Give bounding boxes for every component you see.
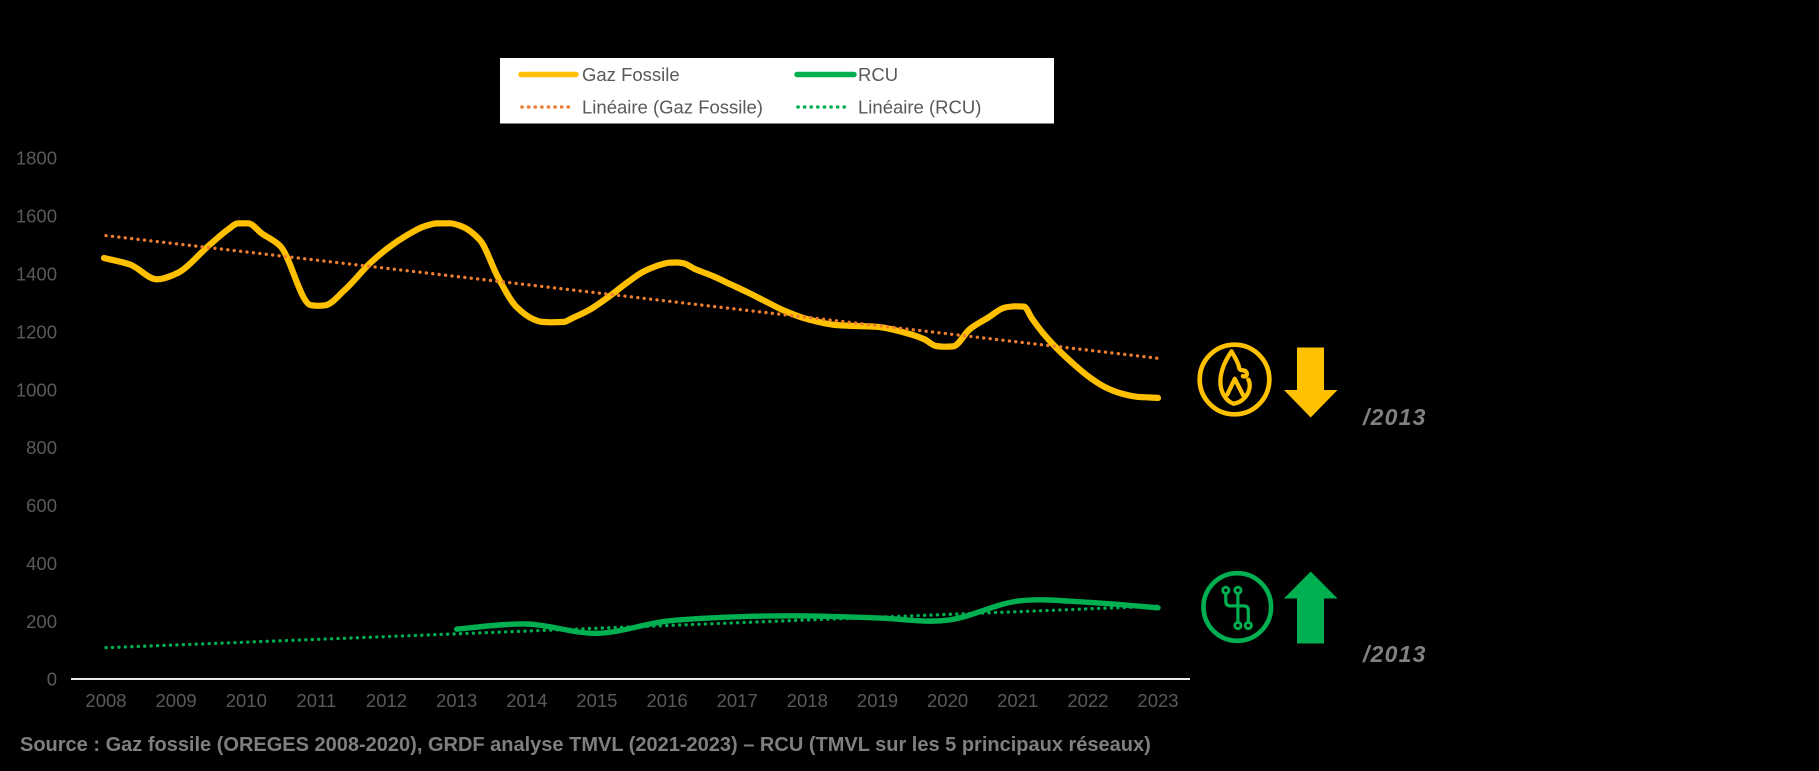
svg-text:1400: 1400	[16, 264, 57, 285]
svg-text:2023: 2023	[1137, 690, 1178, 711]
svg-text:Source : Gaz fossile (OREGES 2: Source : Gaz fossile (OREGES 2008-2020),…	[20, 734, 1151, 756]
svg-text:2022: 2022	[1067, 690, 1108, 711]
svg-text:2020: 2020	[927, 690, 968, 711]
svg-text:0: 0	[47, 669, 57, 690]
svg-text:600: 600	[26, 495, 57, 516]
svg-text:2019: 2019	[857, 690, 898, 711]
svg-text:Linéaire (RCU): Linéaire (RCU)	[858, 97, 981, 118]
svg-text:2018: 2018	[787, 690, 828, 711]
svg-text:1800: 1800	[16, 148, 57, 169]
svg-text:200: 200	[26, 611, 57, 632]
svg-text:1600: 1600	[16, 206, 57, 227]
svg-text:/2013: /2013	[1362, 641, 1427, 667]
svg-text:2013: 2013	[436, 690, 477, 711]
svg-text:2014: 2014	[506, 690, 547, 711]
svg-text:/2013: /2013	[1362, 404, 1427, 430]
svg-text:2009: 2009	[156, 690, 197, 711]
svg-text:2011: 2011	[297, 690, 337, 711]
svg-text:2021: 2021	[997, 690, 1038, 711]
svg-text:800: 800	[26, 437, 57, 458]
svg-text:2017: 2017	[717, 690, 758, 711]
svg-text:Gaz Fossile: Gaz Fossile	[582, 64, 680, 85]
svg-text:400: 400	[26, 553, 57, 574]
svg-text:RCU: RCU	[858, 64, 898, 85]
svg-text:2016: 2016	[647, 690, 688, 711]
svg-text:Linéaire (Gaz Fossile): Linéaire (Gaz Fossile)	[582, 97, 763, 118]
svg-text:2015: 2015	[576, 690, 617, 711]
svg-text:1000: 1000	[16, 379, 57, 400]
svg-text:2008: 2008	[85, 690, 126, 711]
svg-text:2012: 2012	[366, 690, 407, 711]
svg-text:2010: 2010	[226, 690, 267, 711]
svg-text:1200: 1200	[16, 321, 57, 342]
